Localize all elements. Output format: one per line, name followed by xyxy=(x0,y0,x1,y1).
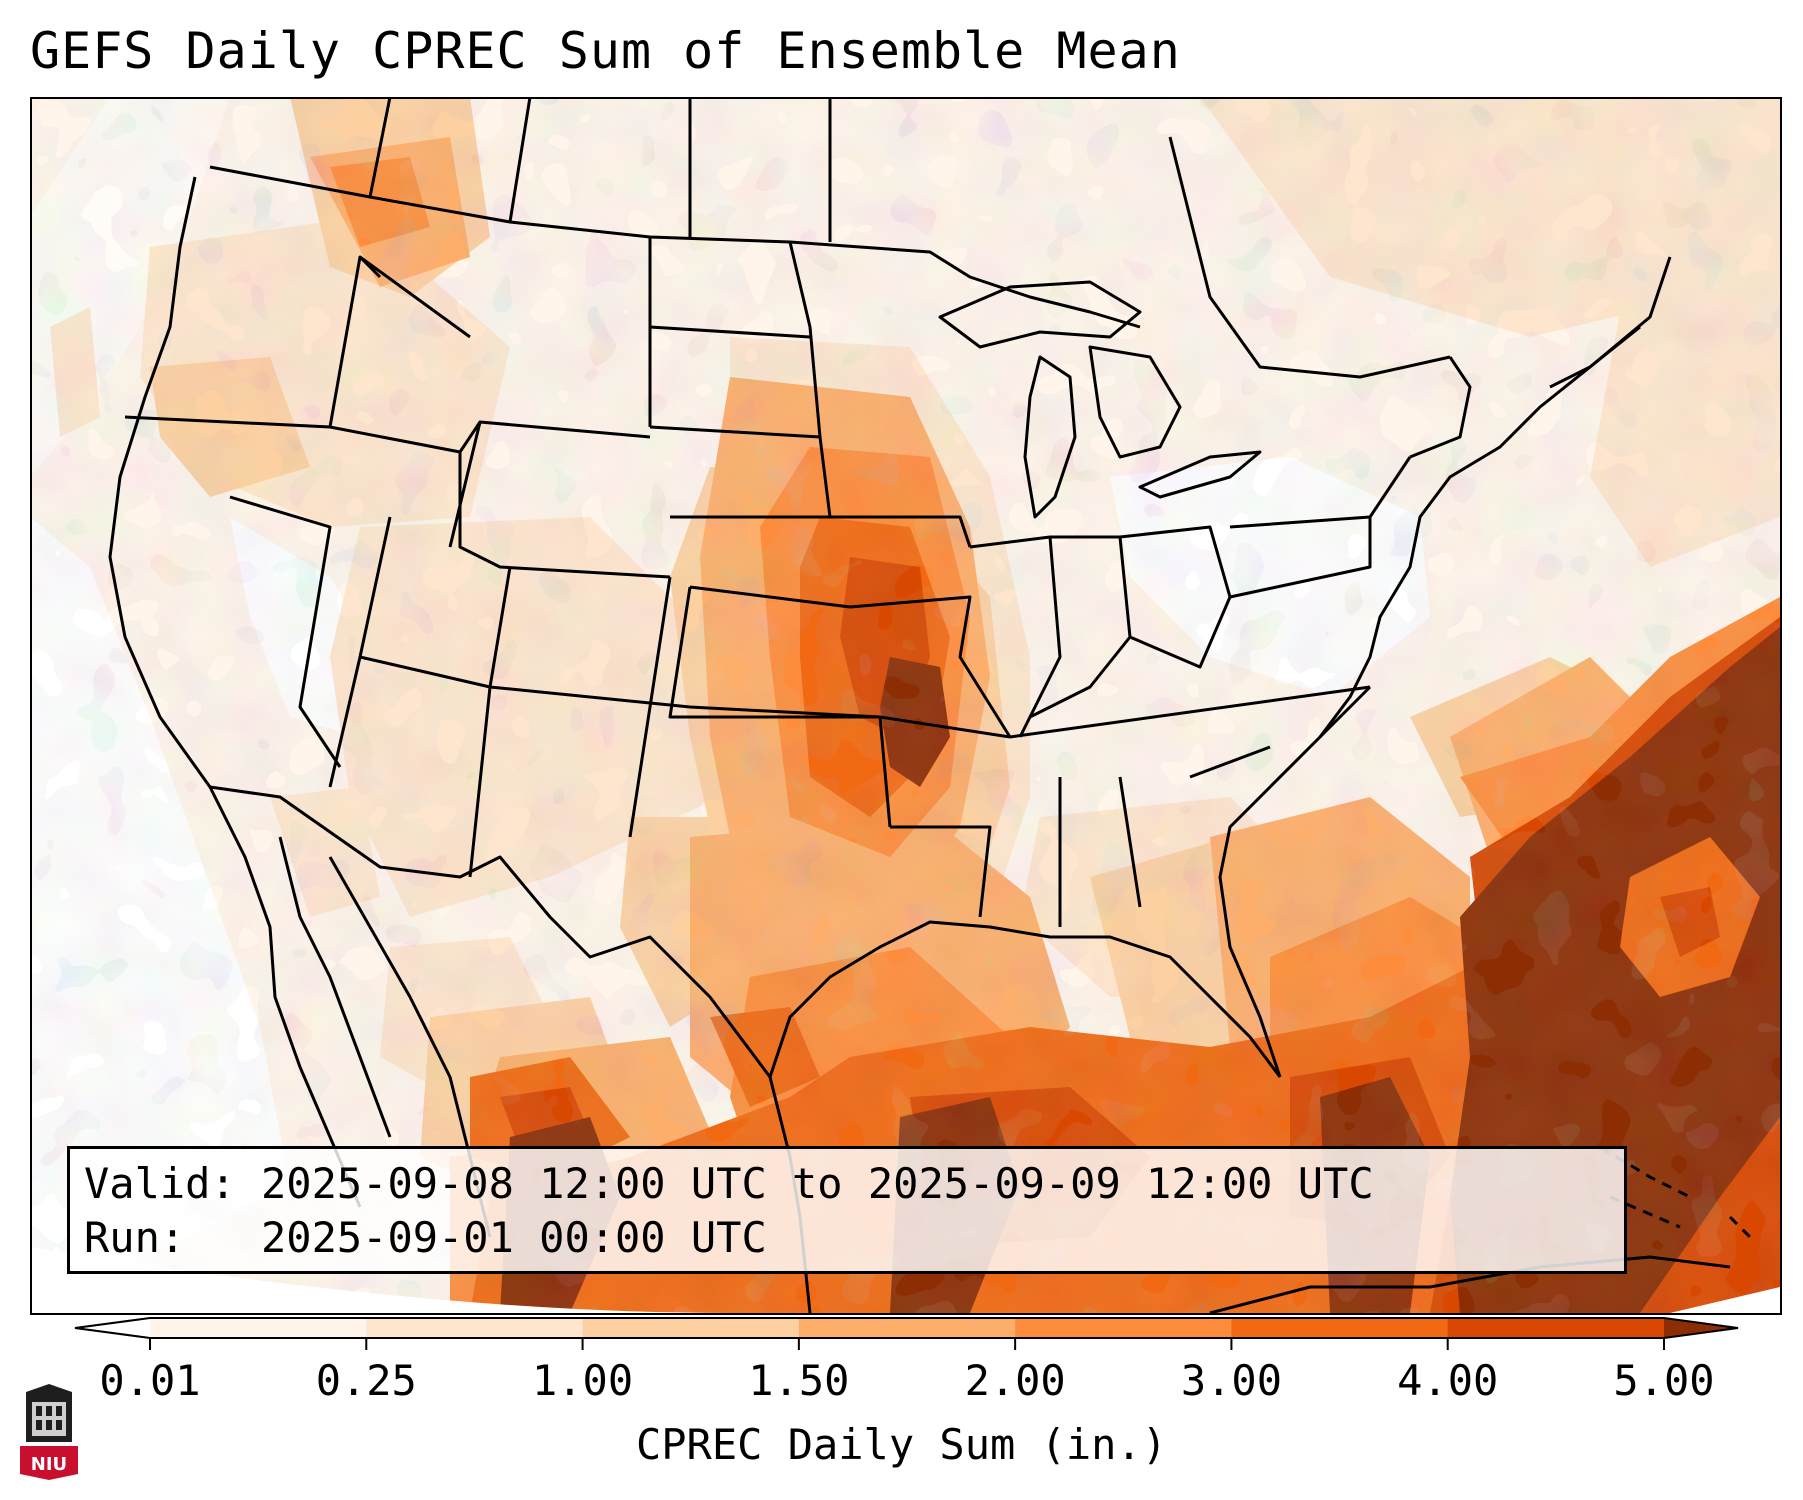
lake-huron xyxy=(1088,345,1182,459)
canada-province-lines xyxy=(368,97,1451,379)
colorbar-segment xyxy=(582,1318,800,1338)
pacific-coastline xyxy=(108,176,362,1208)
grid-texture xyxy=(30,97,1780,1313)
lake-superior xyxy=(938,280,1142,349)
colorbar-label: CPREC Daily Sum (in.) xyxy=(635,1420,1167,1469)
colorbar-tick-label: 2.00 xyxy=(964,1356,1066,1405)
colorbar-segment xyxy=(150,1318,367,1338)
valid-label: Valid: xyxy=(84,1159,236,1208)
colorbar-tick-label: 4.00 xyxy=(1397,1356,1499,1405)
info-box: Valid: 2025-09-08 12:00 UTC to 2025-09-0… xyxy=(67,1146,1627,1274)
cuba-coast xyxy=(1209,1255,1731,1313)
run-value: 2025-09-01 00:00 UTC xyxy=(261,1213,767,1262)
canada-border xyxy=(209,165,1141,329)
colorbar-segments xyxy=(75,1318,1738,1338)
precipitation-map xyxy=(30,97,1780,1313)
colorbar-segment xyxy=(1447,1318,1665,1338)
atlantic-coastline xyxy=(1218,256,1672,1078)
boundaries xyxy=(108,97,1752,1313)
map-title: GEFS Daily CPREC Sum of Ensemble Mean xyxy=(30,22,1181,80)
gulf-coastline xyxy=(768,920,1282,1313)
lake-erie xyxy=(1138,450,1262,499)
colorbar-segment xyxy=(366,1318,584,1338)
colorbar-segment xyxy=(798,1318,1016,1338)
state-lines-central xyxy=(788,241,1641,927)
colorbar-segment xyxy=(1015,1318,1232,1338)
baja-coast xyxy=(278,836,392,1138)
map-svg xyxy=(30,97,1780,1313)
colorbar-tick-label: 3.00 xyxy=(1180,1356,1282,1405)
colorbar-under-arrow xyxy=(75,1318,150,1338)
valid-value: 2025-09-08 12:00 UTC to 2025-09-09 12:00… xyxy=(261,1159,1374,1208)
colorbar xyxy=(74,1317,1739,1350)
colorbar-tick-label: 5.00 xyxy=(1613,1356,1715,1405)
colorbar-ticks xyxy=(149,1338,1665,1350)
run-label: Run: xyxy=(84,1213,186,1262)
svg-text:NIU: NIU xyxy=(31,1454,67,1475)
colorbar-segment xyxy=(1231,1318,1449,1338)
domain-edge-se xyxy=(1670,1287,1780,1313)
colorbar-tick-label: 1.00 xyxy=(531,1356,634,1405)
niu-logo-icon: NIU xyxy=(20,1384,78,1480)
lake-michigan xyxy=(1023,355,1077,519)
state-lines-west xyxy=(124,237,892,878)
domain-edge-sw xyxy=(30,1247,730,1313)
colorbar-tick-label: 0.25 xyxy=(315,1356,417,1405)
colorbar-tick-label: 0.01 xyxy=(99,1356,201,1405)
colorbar-over-arrow xyxy=(1664,1318,1738,1338)
mexico-border xyxy=(209,785,772,1078)
colorbar-tick-label: 1.50 xyxy=(748,1356,850,1405)
